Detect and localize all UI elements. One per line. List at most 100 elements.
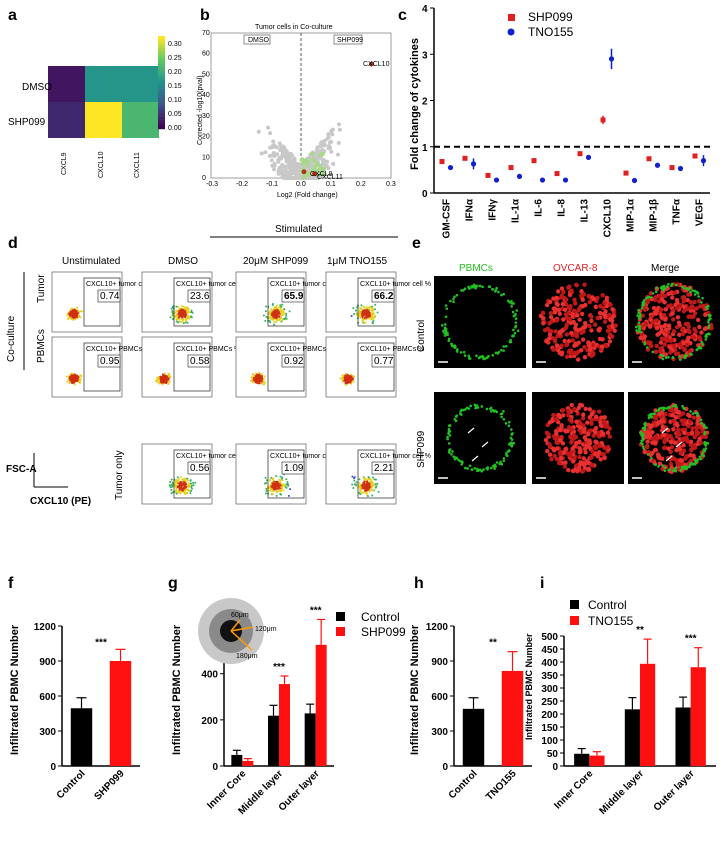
micro-pbmc-signal — [647, 295, 651, 299]
flow-tumor-only-event — [365, 481, 368, 484]
flow-tumor-event — [366, 306, 369, 309]
micro-pbmc-signal — [513, 331, 517, 335]
micro-ovcar8-signal — [688, 314, 693, 319]
flow-tumor-only-value: 2.21 — [374, 463, 394, 474]
micro-ovcar8-signal — [582, 344, 587, 350]
panel-f-ylabel: Infiltrated PBMC Number — [9, 624, 21, 755]
micro-ovcar8-signal — [554, 456, 560, 462]
micro-ovcar8-signal — [587, 299, 593, 305]
cytokine-point-tno155 — [654, 162, 661, 168]
cytokine-point-shp099 — [554, 171, 560, 177]
micro-pbmc-signal — [707, 324, 711, 327]
barI-ytick: 100 — [541, 736, 558, 747]
micro-pbmc-signal — [699, 457, 703, 461]
micro-pbmc-signal — [704, 447, 708, 450]
volcano-point — [327, 140, 332, 145]
micro-ovcar8-signal — [569, 440, 574, 445]
volcano-point — [276, 159, 281, 164]
micro-pbmc-signal — [637, 324, 641, 328]
micro-ovcar8-signal — [559, 286, 565, 291]
flow-pbmc-event — [258, 378, 261, 381]
barI-bar — [690, 667, 706, 766]
flow-tumor-event — [177, 312, 180, 315]
flow-tumor-only-event — [265, 487, 268, 490]
micro-ovcar8-signal — [574, 440, 579, 446]
micro-ovcar8-signal — [691, 335, 697, 340]
flow-pbmc-event — [350, 373, 353, 376]
micro-ovcar8-signal — [651, 436, 656, 441]
micro-ovcar8-signal — [599, 344, 605, 349]
micro-ovcar8-signal — [554, 318, 560, 323]
micro-pbmc-signal — [642, 299, 646, 302]
flow-tumor-only-event — [287, 494, 290, 497]
micro-pbmc-signal — [495, 461, 499, 464]
flow-pbmc-gate-label: CXCL10+ PBMCs % — [360, 346, 424, 353]
volcano-point — [287, 169, 292, 174]
flow-tumor-event — [180, 308, 183, 311]
flow-pbmc-event — [165, 380, 168, 383]
volcano-ytick: 10 — [202, 154, 210, 161]
flow-tumor-event — [365, 310, 368, 313]
volcano-xlabel: Log2 (Fold change) — [277, 192, 338, 199]
micro-pbmc-signal — [702, 423, 706, 426]
cytokine-ytick: 0 — [422, 189, 428, 200]
micro-ovcar8-signal — [563, 312, 569, 317]
micro-pbmc-signal — [489, 466, 493, 470]
flow-pbmc-event — [73, 378, 76, 381]
micro-ovcar8-signal — [571, 459, 576, 464]
flow-col-header-shp099: 20μM SHP099 — [243, 256, 309, 267]
flow-pbmc-event — [350, 375, 353, 378]
volcano-point-sig — [301, 175, 306, 180]
cytokine-category-label: IL-1α — [511, 198, 522, 223]
micro-ovcar8-signal — [599, 432, 604, 437]
micro-pbmc-signal — [663, 406, 666, 410]
micro-ovcar8-signal — [590, 411, 595, 416]
micro-ovcar8-signal — [574, 419, 579, 424]
volcano-point — [295, 176, 300, 180]
heatmap-cell — [48, 66, 85, 102]
micro-pbmc-signal — [657, 465, 660, 468]
flow-tumor-only-event — [359, 493, 362, 496]
micro-pbmc-signal — [635, 329, 638, 332]
flow-tumor-only-event — [264, 476, 267, 479]
colorbar-tick: 0.10 — [168, 97, 182, 104]
micro-ovcar8-signal — [638, 335, 643, 341]
flow-tumor-event — [352, 307, 355, 310]
micro-pbmc-signal — [512, 334, 516, 338]
micro-ovcar8-signal — [607, 332, 613, 337]
volcano-point-sig — [300, 157, 305, 162]
flow-tumor-event — [190, 311, 193, 314]
micro-ovcar8-signal — [681, 443, 686, 448]
volcano-point — [267, 153, 272, 158]
flow-pbmc-event — [72, 376, 75, 379]
micro-pbmc-signal — [703, 430, 707, 434]
micro-ovcar8-signal — [690, 305, 695, 310]
micro-ovcar8-signal — [548, 310, 554, 316]
flow-tumor-value: 23.6 — [190, 291, 210, 302]
micro-ovcar8-signal — [547, 336, 552, 341]
micro-ovcar8-signal — [561, 289, 566, 295]
micro-ovcar8-signal — [598, 304, 603, 309]
micro-ovcar8-signal — [602, 319, 608, 324]
micro-pbmc-signal — [460, 462, 464, 466]
colorbar-segment — [158, 122, 165, 127]
micro-ovcar8-signal — [581, 412, 586, 417]
micro-ovcar8-signal — [648, 452, 653, 457]
micro-ovcar8-signal — [569, 402, 574, 408]
micro-ovcar8-signal — [652, 440, 658, 445]
flow-tumor-only-event — [275, 494, 278, 497]
micro-ovcar8-signal — [552, 453, 557, 459]
volcano-point — [289, 176, 294, 180]
volcano-point — [337, 127, 342, 132]
micro-ovcar8-signal — [602, 419, 607, 424]
micro-pbmc-signal — [667, 282, 670, 286]
barI-ytick: 300 — [541, 684, 558, 695]
micro-pbmc-signal — [502, 292, 506, 296]
micro-ovcar8-signal — [694, 306, 699, 311]
heatmap-cell — [48, 102, 85, 138]
flow-tumor-event — [187, 311, 190, 314]
panel-g-ylabel: Infiltrated PBMC Number — [171, 624, 183, 755]
cytokine-point-tno155 — [631, 177, 638, 184]
micro-ovcar8-signal — [554, 295, 559, 301]
volcano-point — [293, 163, 298, 168]
